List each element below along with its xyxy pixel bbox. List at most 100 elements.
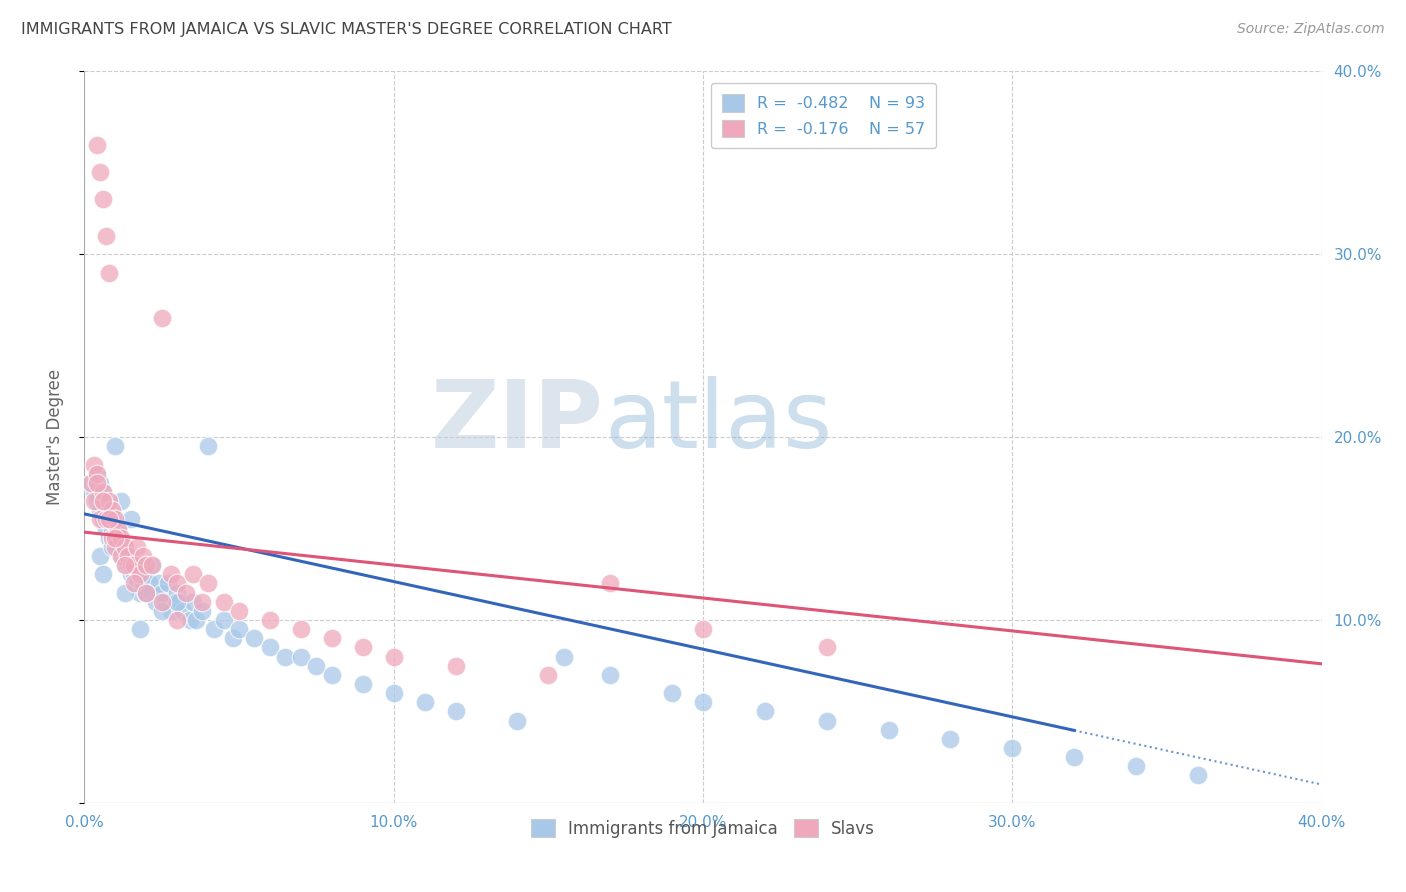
Text: Source: ZipAtlas.com: Source: ZipAtlas.com	[1237, 22, 1385, 37]
Point	[122, 558, 145, 573]
Point	[141, 585, 163, 599]
Point	[94, 503, 117, 517]
Point	[110, 494, 132, 508]
Point	[228, 604, 250, 618]
Point	[91, 494, 114, 508]
Point	[94, 229, 117, 244]
Point	[754, 705, 776, 719]
Text: IMMIGRANTS FROM JAMAICA VS SLAVIC MASTER'S DEGREE CORRELATION CHART: IMMIGRANTS FROM JAMAICA VS SLAVIC MASTER…	[21, 22, 672, 37]
Point	[166, 594, 188, 608]
Point	[98, 494, 121, 508]
Point	[212, 594, 235, 608]
Point	[181, 567, 204, 582]
Point	[104, 531, 127, 545]
Point	[101, 503, 124, 517]
Point	[98, 512, 121, 526]
Point	[129, 567, 152, 582]
Point	[661, 686, 683, 700]
Point	[815, 714, 838, 728]
Point	[135, 585, 157, 599]
Point	[89, 512, 111, 526]
Point	[191, 594, 214, 608]
Point	[877, 723, 900, 737]
Point	[79, 475, 101, 490]
Point	[191, 604, 214, 618]
Point	[89, 549, 111, 563]
Point	[150, 311, 173, 326]
Point	[110, 531, 132, 545]
Point	[290, 649, 312, 664]
Point	[101, 540, 124, 554]
Point	[125, 576, 148, 591]
Point	[553, 649, 575, 664]
Point	[89, 165, 111, 179]
Point	[91, 192, 114, 206]
Point	[444, 705, 467, 719]
Point	[98, 266, 121, 280]
Point	[138, 576, 160, 591]
Point	[94, 512, 117, 526]
Point	[150, 585, 173, 599]
Point	[179, 613, 201, 627]
Point	[228, 622, 250, 636]
Point	[120, 512, 142, 526]
Point	[135, 585, 157, 599]
Point	[114, 540, 136, 554]
Point	[86, 467, 108, 481]
Point	[98, 512, 121, 526]
Point	[83, 494, 105, 508]
Point	[104, 512, 127, 526]
Point	[352, 640, 374, 655]
Point	[94, 512, 117, 526]
Point	[150, 604, 173, 618]
Point	[141, 558, 163, 573]
Point	[86, 467, 108, 481]
Point	[181, 594, 204, 608]
Point	[89, 503, 111, 517]
Point	[135, 558, 157, 573]
Point	[101, 531, 124, 545]
Point	[122, 567, 145, 582]
Point	[129, 585, 152, 599]
Point	[160, 604, 183, 618]
Point	[145, 594, 167, 608]
Point	[321, 667, 343, 681]
Point	[120, 558, 142, 573]
Point	[129, 622, 152, 636]
Point	[274, 649, 297, 664]
Text: atlas: atlas	[605, 376, 832, 468]
Point	[166, 585, 188, 599]
Point	[150, 594, 173, 608]
Point	[83, 485, 105, 500]
Point	[104, 540, 127, 554]
Point	[110, 531, 132, 545]
Point	[110, 549, 132, 563]
Point	[132, 549, 155, 563]
Point	[166, 576, 188, 591]
Point	[117, 549, 139, 563]
Point	[537, 667, 560, 681]
Point	[101, 521, 124, 535]
Point	[86, 137, 108, 152]
Point	[305, 658, 328, 673]
Point	[692, 695, 714, 709]
Point	[599, 576, 621, 591]
Point	[132, 576, 155, 591]
Point	[148, 576, 170, 591]
Point	[1187, 768, 1209, 782]
Point	[91, 485, 114, 500]
Point	[413, 695, 436, 709]
Point	[117, 549, 139, 563]
Point	[114, 540, 136, 554]
Point	[129, 567, 152, 582]
Point	[114, 558, 136, 573]
Point	[506, 714, 529, 728]
Point	[382, 686, 405, 700]
Point	[104, 512, 127, 526]
Point	[104, 531, 127, 545]
Point	[444, 658, 467, 673]
Point	[160, 567, 183, 582]
Point	[1001, 740, 1024, 755]
Y-axis label: Master's Degree: Master's Degree	[45, 369, 63, 505]
Point	[125, 558, 148, 573]
